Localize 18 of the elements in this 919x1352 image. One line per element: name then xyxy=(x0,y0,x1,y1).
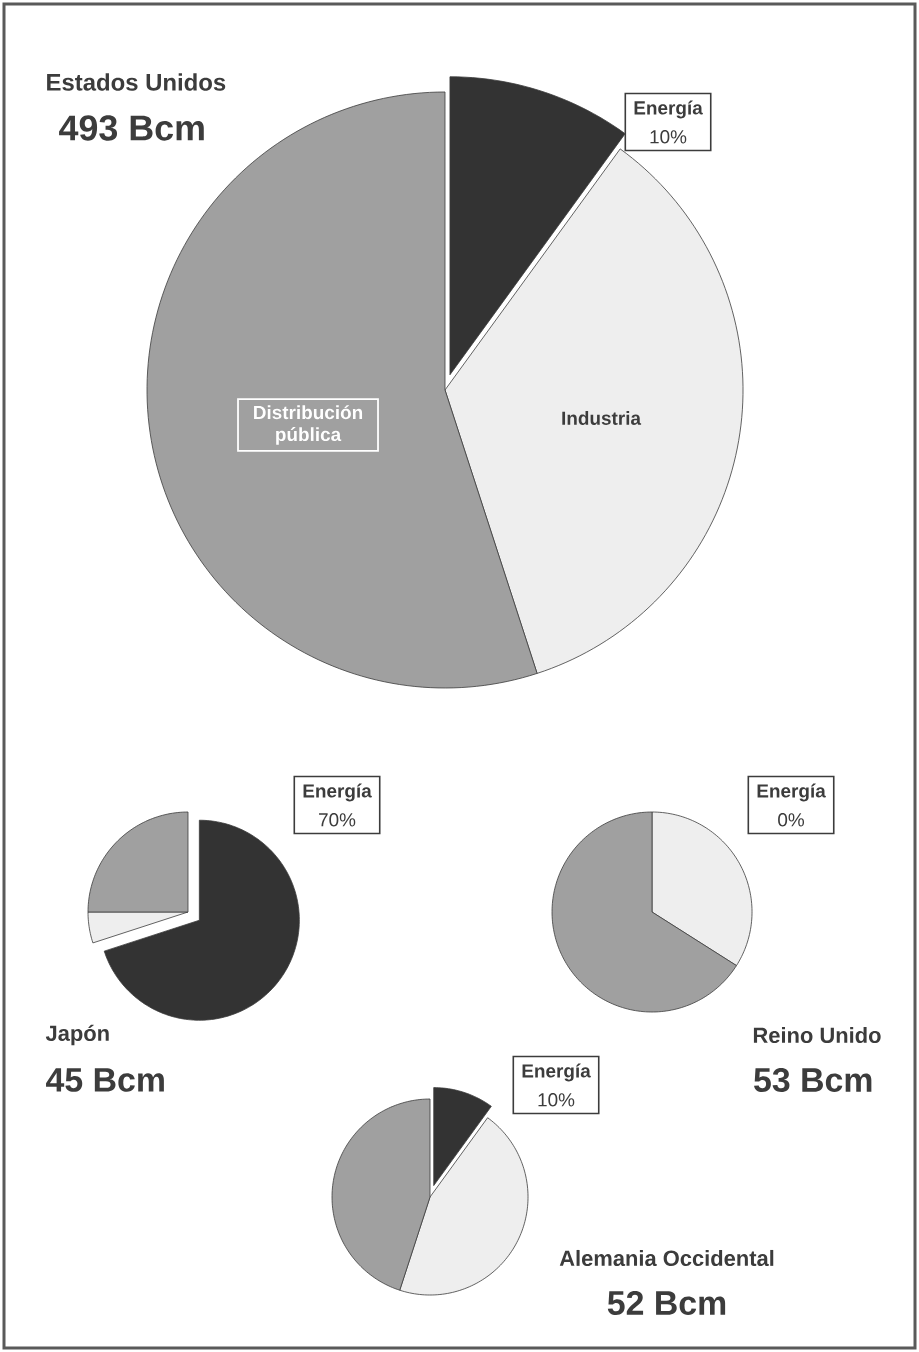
text: Alemania Occidental xyxy=(559,1249,774,1267)
slice-label: Industria xyxy=(562,411,642,425)
data-label: 10% xyxy=(650,130,687,144)
chart-title: Estados Unidos xyxy=(47,73,226,91)
category-label: Energía xyxy=(757,783,826,802)
data-label: 10% xyxy=(538,1093,575,1107)
text: 493 Bcm xyxy=(59,115,204,141)
text: 53 Bcm xyxy=(754,1067,872,1093)
text: 0% xyxy=(778,813,805,827)
slice-label: Energía xyxy=(303,783,372,802)
slice-label: Energía xyxy=(522,1063,591,1082)
data-label: 70% xyxy=(319,813,356,827)
text: 52 Bcm xyxy=(607,1291,726,1315)
text: Japón xyxy=(45,1024,109,1046)
text: Reino Unido xyxy=(753,1026,881,1044)
text: 45 Bcm xyxy=(46,1068,164,1092)
slice-label: Energía xyxy=(634,100,703,119)
slice-label: Distribución pública xyxy=(254,405,363,445)
